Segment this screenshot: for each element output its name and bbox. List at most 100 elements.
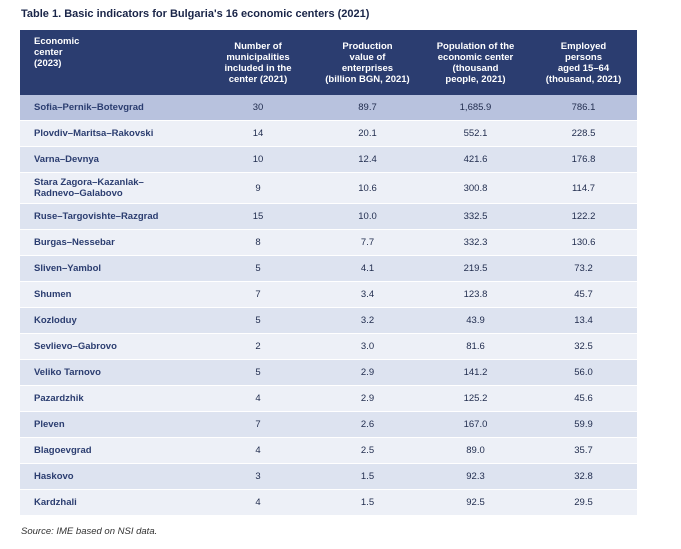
cell-economic-center: Kardzhali	[20, 489, 202, 516]
cell-population: 92.5	[421, 489, 530, 516]
cell-production-value: 2.9	[314, 385, 421, 412]
cell-municipalities: 15	[202, 203, 314, 230]
cell-municipalities: 9	[202, 172, 314, 204]
cell-production-value: 20.1	[314, 120, 421, 147]
cell-municipalities: 3	[202, 463, 314, 490]
cell-employed: 122.2	[530, 203, 637, 230]
cell-production-value: 7.7	[314, 229, 421, 256]
table-row: Sliven–Yambol 5 4.1 219.5 73.2	[20, 255, 637, 282]
cell-municipalities: 30	[202, 95, 314, 121]
cell-municipalities: 4	[202, 489, 314, 516]
cell-production-value: 3.4	[314, 281, 421, 308]
cell-municipalities: 4	[202, 437, 314, 464]
cell-population: 1,685.9	[421, 95, 530, 121]
cell-production-value: 10.0	[314, 203, 421, 230]
table-row: Ruse–Targovishte–Razgrad 15 10.0 332.5 122.2	[20, 203, 637, 230]
table-row: Sofia–Pernik–Botevgrad 30 89.7 1,685.9 786.1	[20, 95, 637, 121]
table-row: Blagoevgrad 4 2.5 89.0 35.7	[20, 437, 637, 464]
cell-production-value: 10.6	[314, 172, 421, 204]
cell-population: 125.2	[421, 385, 530, 412]
cell-municipalities: 7	[202, 411, 314, 438]
cell-population: 219.5	[421, 255, 530, 282]
cell-employed: 130.6	[530, 229, 637, 256]
cell-municipalities: 5	[202, 307, 314, 334]
cell-population: 421.6	[421, 146, 530, 173]
cell-production-value: 3.2	[314, 307, 421, 334]
table-row: Kardzhali 4 1.5 92.5 29.5	[20, 489, 637, 516]
header-economic-center: Economic center (2023)	[20, 30, 202, 95]
cell-economic-center: Pazardzhik	[20, 385, 202, 412]
cell-employed: 32.5	[530, 333, 637, 360]
cell-economic-center: Blagoevgrad	[20, 437, 202, 464]
cell-employed: 176.8	[530, 146, 637, 173]
cell-employed: 35.7	[530, 437, 637, 464]
cell-economic-center: Veliko Tarnovo	[20, 359, 202, 386]
cell-municipalities: 10	[202, 146, 314, 173]
table-row: Varna–Devnya 10 12.4 421.6 176.8	[20, 146, 637, 173]
cell-production-value: 89.7	[314, 95, 421, 121]
cell-employed: 59.9	[530, 411, 637, 438]
table-body: Sofia–Pernik–Botevgrad 30 89.7 1,685.9 786.1…	[20, 95, 637, 516]
cell-employed: 13.4	[530, 307, 637, 334]
cell-population: 92.3	[421, 463, 530, 490]
cell-economic-center: Pleven	[20, 411, 202, 438]
header-employed: Employed persons aged 15–64 (thousand, 2…	[530, 30, 637, 95]
cell-economic-center: Kozloduy	[20, 307, 202, 334]
table-row: Haskovo 3 1.5 92.3 32.8	[20, 463, 637, 490]
cell-municipalities: 5	[202, 359, 314, 386]
cell-economic-center: Ruse–Targovishte–Razgrad	[20, 203, 202, 230]
cell-employed: 45.7	[530, 281, 637, 308]
cell-economic-center: Sevlievo–Gabrovo	[20, 333, 202, 360]
cell-population: 332.5	[421, 203, 530, 230]
header-production-value: Production value of enterprises (billion…	[314, 30, 421, 95]
header-population: Population of the economic center (thous…	[421, 30, 530, 95]
cell-population: 552.1	[421, 120, 530, 147]
cell-employed: 32.8	[530, 463, 637, 490]
cell-economic-center: Shumen	[20, 281, 202, 308]
table-title: Table 1. Basic indicators for Bulgaria's…	[21, 8, 370, 20]
cell-employed: 56.0	[530, 359, 637, 386]
cell-employed: 45.6	[530, 385, 637, 412]
cell-production-value: 2.9	[314, 359, 421, 386]
source-note: Source: IME based on NSI data.	[21, 526, 158, 537]
cell-production-value: 2.6	[314, 411, 421, 438]
cell-production-value: 4.1	[314, 255, 421, 282]
cell-economic-center: Stara Zagora–Kazanlak– Radnevo–Galabovo	[20, 172, 202, 204]
header-municipalities: Number of municipalities included in the…	[202, 30, 314, 95]
cell-production-value: 3.0	[314, 333, 421, 360]
cell-municipalities: 8	[202, 229, 314, 256]
cell-production-value: 1.5	[314, 489, 421, 516]
table-row: Burgas–Nessebar 8 7.7 332.3 130.6	[20, 229, 637, 256]
cell-economic-center: Haskovo	[20, 463, 202, 490]
cell-population: 332.3	[421, 229, 530, 256]
table-header-row: Economic center (2023) Number of municip…	[20, 30, 637, 95]
table-row: Kozloduy 5 3.2 43.9 13.4	[20, 307, 637, 334]
cell-population: 89.0	[421, 437, 530, 464]
cell-production-value: 12.4	[314, 146, 421, 173]
cell-municipalities: 5	[202, 255, 314, 282]
cell-employed: 114.7	[530, 172, 637, 204]
cell-economic-center: Burgas–Nessebar	[20, 229, 202, 256]
cell-economic-center: Sofia–Pernik–Botevgrad	[20, 95, 202, 121]
cell-employed: 786.1	[530, 95, 637, 121]
table-row: Sevlievo–Gabrovo 2 3.0 81.6 32.5	[20, 333, 637, 360]
cell-economic-center: Varna–Devnya	[20, 146, 202, 173]
cell-municipalities: 2	[202, 333, 314, 360]
cell-population: 167.0	[421, 411, 530, 438]
table-row: Stara Zagora–Kazanlak– Radnevo–Galabovo 9…	[20, 172, 637, 204]
cell-population: 123.8	[421, 281, 530, 308]
cell-production-value: 2.5	[314, 437, 421, 464]
cell-population: 43.9	[421, 307, 530, 334]
cell-population: 81.6	[421, 333, 530, 360]
table-row: Pazardzhik 4 2.9 125.2 45.6	[20, 385, 637, 412]
cell-economic-center: Sliven–Yambol	[20, 255, 202, 282]
cell-population: 141.2	[421, 359, 530, 386]
cell-production-value: 1.5	[314, 463, 421, 490]
table-row: Veliko Tarnovo 5 2.9 141.2 56.0	[20, 359, 637, 386]
indicators-table: Economic center (2023) Number of municip…	[20, 30, 637, 516]
table-row: Pleven 7 2.6 167.0 59.9	[20, 411, 637, 438]
cell-economic-center: Plovdiv–Maritsa–Rakovski	[20, 120, 202, 147]
cell-employed: 29.5	[530, 489, 637, 516]
cell-municipalities: 7	[202, 281, 314, 308]
